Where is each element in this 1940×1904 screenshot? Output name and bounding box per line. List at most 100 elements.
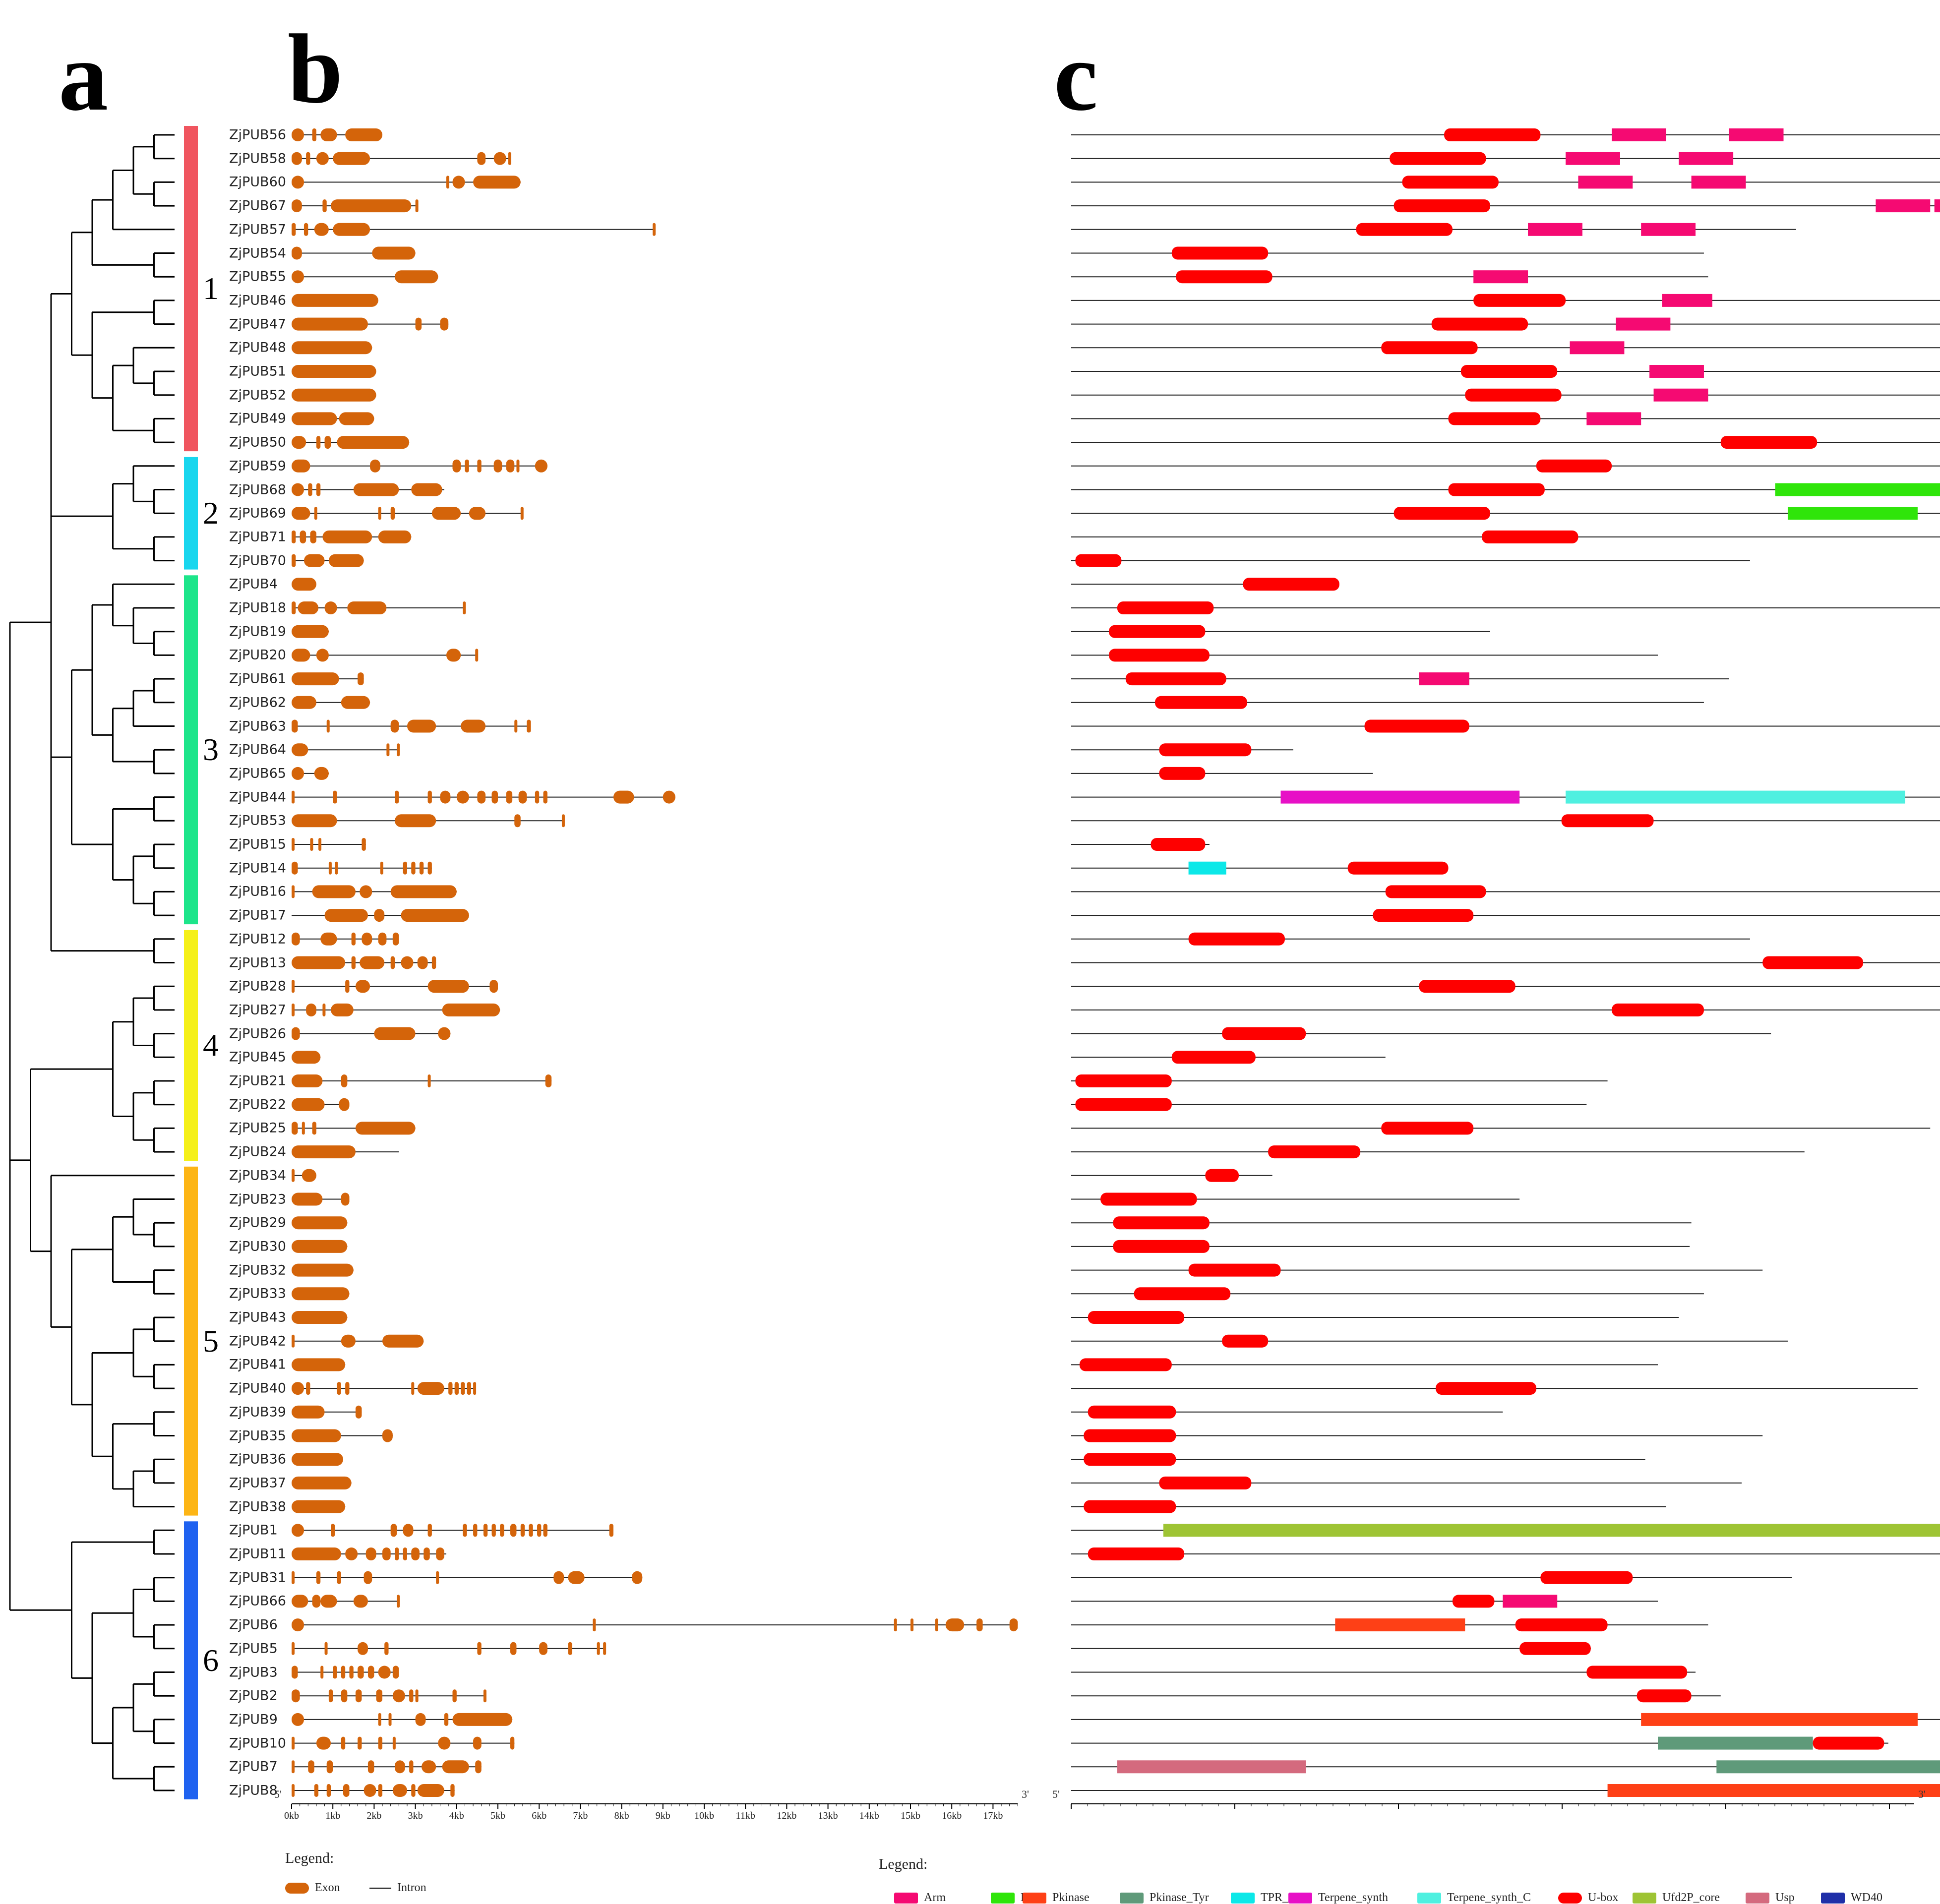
exon-block xyxy=(292,980,295,993)
exon-block xyxy=(392,1736,396,1750)
exon-block xyxy=(331,1003,354,1016)
exon-block xyxy=(415,1713,426,1726)
intron-line xyxy=(369,1888,391,1889)
exon-block xyxy=(456,790,469,804)
axis-tick-label: 3kb xyxy=(408,1810,423,1821)
gene-label: ZjPUB50 xyxy=(229,434,286,450)
exon-block xyxy=(380,861,383,875)
legend-label: Pkinase xyxy=(1052,1891,1090,1904)
exon-block xyxy=(553,1571,564,1584)
axis-tick-label: 10kb xyxy=(694,1810,714,1821)
axis-tick-label: 7kb xyxy=(573,1810,588,1821)
exon-block xyxy=(333,790,337,804)
exon-block xyxy=(292,1618,304,1632)
domain-arm xyxy=(1528,223,1582,236)
gene-label: ZjPUB69 xyxy=(229,505,286,521)
exon-block xyxy=(409,1689,414,1703)
exon-block xyxy=(292,176,304,189)
domain-u-box xyxy=(1448,483,1545,496)
domain-terpene_synth_c xyxy=(1566,790,1905,804)
exon-block xyxy=(310,838,313,851)
exon-block xyxy=(355,1405,362,1419)
exon-block xyxy=(417,1784,444,1797)
exon-block xyxy=(374,1027,416,1040)
exon-block xyxy=(411,861,416,875)
exon-block xyxy=(454,1382,459,1395)
gene-label: ZjPUB66 xyxy=(229,1593,286,1609)
domain-u-box xyxy=(1079,1358,1172,1371)
exon-block xyxy=(367,1760,374,1774)
exon-block xyxy=(292,365,376,378)
exon-block xyxy=(378,1736,383,1750)
domain-u-box xyxy=(1482,530,1578,543)
gene-label: ZjPUB39 xyxy=(229,1404,286,1420)
domain-arm xyxy=(1616,317,1671,331)
exon-block xyxy=(335,861,338,875)
clade-bar-5 xyxy=(184,1166,198,1516)
exon-block xyxy=(364,1784,376,1797)
exon-block xyxy=(345,128,383,141)
gene-label: ZjPUB52 xyxy=(229,387,286,403)
gene-label: ZjPUB58 xyxy=(229,151,286,167)
exon-block xyxy=(467,1382,471,1395)
gene-label: ZjPUB43 xyxy=(229,1309,286,1325)
axis-tick-label: 0kb xyxy=(284,1810,299,1821)
exon-block xyxy=(403,861,407,875)
exon-block xyxy=(436,1547,444,1560)
exon-block xyxy=(292,719,298,733)
exon-block xyxy=(358,1736,362,1750)
exon-block xyxy=(324,436,331,449)
exon-block xyxy=(292,814,337,828)
exon-block xyxy=(514,814,521,828)
exon-block xyxy=(395,814,436,828)
exon-block xyxy=(292,672,339,686)
exon-block xyxy=(543,1524,547,1537)
domain-u-box xyxy=(1171,1051,1256,1064)
domain-arm xyxy=(1612,128,1666,141)
legend-item-pkinase_tyr: Pkinase_Tyr xyxy=(1120,1892,1209,1904)
gene-label: ZjPUB21 xyxy=(229,1073,286,1089)
exon-block xyxy=(427,1524,432,1537)
gene-label: ZjPUB68 xyxy=(229,482,286,497)
clade-bar-6 xyxy=(184,1521,198,1799)
gene-label: ZjPUB25 xyxy=(229,1120,286,1136)
domain-tpr_8 xyxy=(1188,861,1226,875)
exon-block xyxy=(894,1618,897,1632)
exon-block xyxy=(316,483,321,496)
gene-label: ZjPUB5 xyxy=(229,1641,278,1657)
domain-pkinase xyxy=(1607,1784,1940,1797)
domain-u-box xyxy=(1125,672,1226,686)
exon-block xyxy=(312,128,316,141)
domain-usp xyxy=(1117,1760,1306,1774)
exon-block xyxy=(292,1098,325,1111)
exon-block xyxy=(422,1760,436,1774)
domain-u-box xyxy=(1109,625,1206,638)
exon-block xyxy=(355,980,370,993)
domain-u-box xyxy=(1088,1311,1185,1324)
exon-block xyxy=(545,1074,552,1087)
legend-swatch xyxy=(1023,1893,1046,1904)
gene-label: ZjPUB45 xyxy=(229,1049,286,1065)
exon-block xyxy=(384,1642,389,1655)
exon-block xyxy=(292,1760,295,1774)
legend-swatch xyxy=(1821,1893,1845,1904)
gene-label: ZjPUB54 xyxy=(229,245,286,261)
exon-block xyxy=(316,1736,331,1750)
exon-block xyxy=(339,1098,350,1111)
exon-block xyxy=(477,459,482,473)
domain-u-box xyxy=(1515,1618,1608,1632)
exon-block xyxy=(292,1736,295,1750)
gene-label: ZjPUB49 xyxy=(229,411,286,426)
exon-block xyxy=(333,152,370,165)
exon-block xyxy=(292,956,346,969)
exon-block xyxy=(328,1689,333,1703)
domain-arm xyxy=(1679,152,1734,165)
exon-block xyxy=(508,152,511,165)
domain-u-box xyxy=(1519,1642,1591,1655)
domain-arm xyxy=(1876,199,1931,213)
gene-label: ZjPUB10 xyxy=(229,1735,286,1751)
exon-block xyxy=(355,1122,416,1135)
exon-block xyxy=(493,152,506,165)
exon-block xyxy=(520,507,524,520)
clade-number-2: 2 xyxy=(203,495,219,531)
